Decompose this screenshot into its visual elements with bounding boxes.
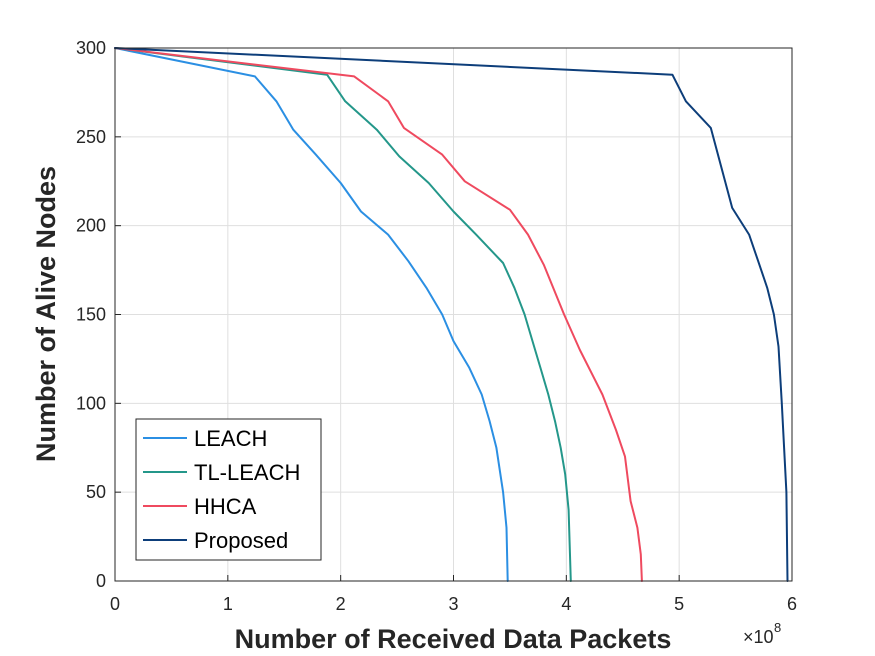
y-tick-label: 200	[76, 216, 106, 236]
data-series	[114, 47, 789, 582]
legend: LEACH TL-LEACH HHCA Proposed	[135, 418, 322, 561]
y-tick-label: 0	[96, 571, 106, 591]
x-tick-label: 6	[787, 594, 797, 614]
x-axis-exponent: ×10 8	[743, 620, 781, 647]
y-tick-label: 100	[76, 393, 106, 413]
x-axis-title: Number of Received Data Packets	[235, 624, 672, 654]
y-tick-label: 50	[86, 482, 106, 502]
series-line-leach	[114, 47, 509, 582]
legend-label-proposed: Proposed	[194, 528, 288, 553]
x-tick-label: 0	[110, 594, 120, 614]
x-axis-ticks: 0 1 2 3 4 5 6	[110, 575, 797, 614]
legend-label-hhca: HHCA	[194, 494, 257, 519]
series-line-tl-leach	[114, 47, 572, 582]
x-axis-exponent-base: ×10	[743, 627, 774, 647]
y-tick-label: 300	[76, 38, 106, 58]
x-tick-label: 2	[336, 594, 346, 614]
legend-box	[135, 418, 322, 561]
legend-label-leach: LEACH	[194, 426, 267, 451]
y-axis-title: Number of Alive Nodes	[31, 166, 61, 462]
x-tick-label: 4	[561, 594, 571, 614]
x-tick-label: 1	[223, 594, 233, 614]
series-line-proposed	[114, 47, 789, 582]
y-tick-label: 250	[76, 127, 106, 147]
series-line-hhca	[114, 47, 643, 582]
x-axis-exponent-power: 8	[774, 620, 781, 635]
y-axis-ticks: 0 50 100 150 200 250 300	[76, 38, 121, 591]
x-tick-label: 5	[674, 594, 684, 614]
y-tick-label: 150	[76, 305, 106, 325]
legend-label-tl-leach: TL-LEACH	[194, 460, 300, 485]
x-tick-label: 3	[448, 594, 458, 614]
